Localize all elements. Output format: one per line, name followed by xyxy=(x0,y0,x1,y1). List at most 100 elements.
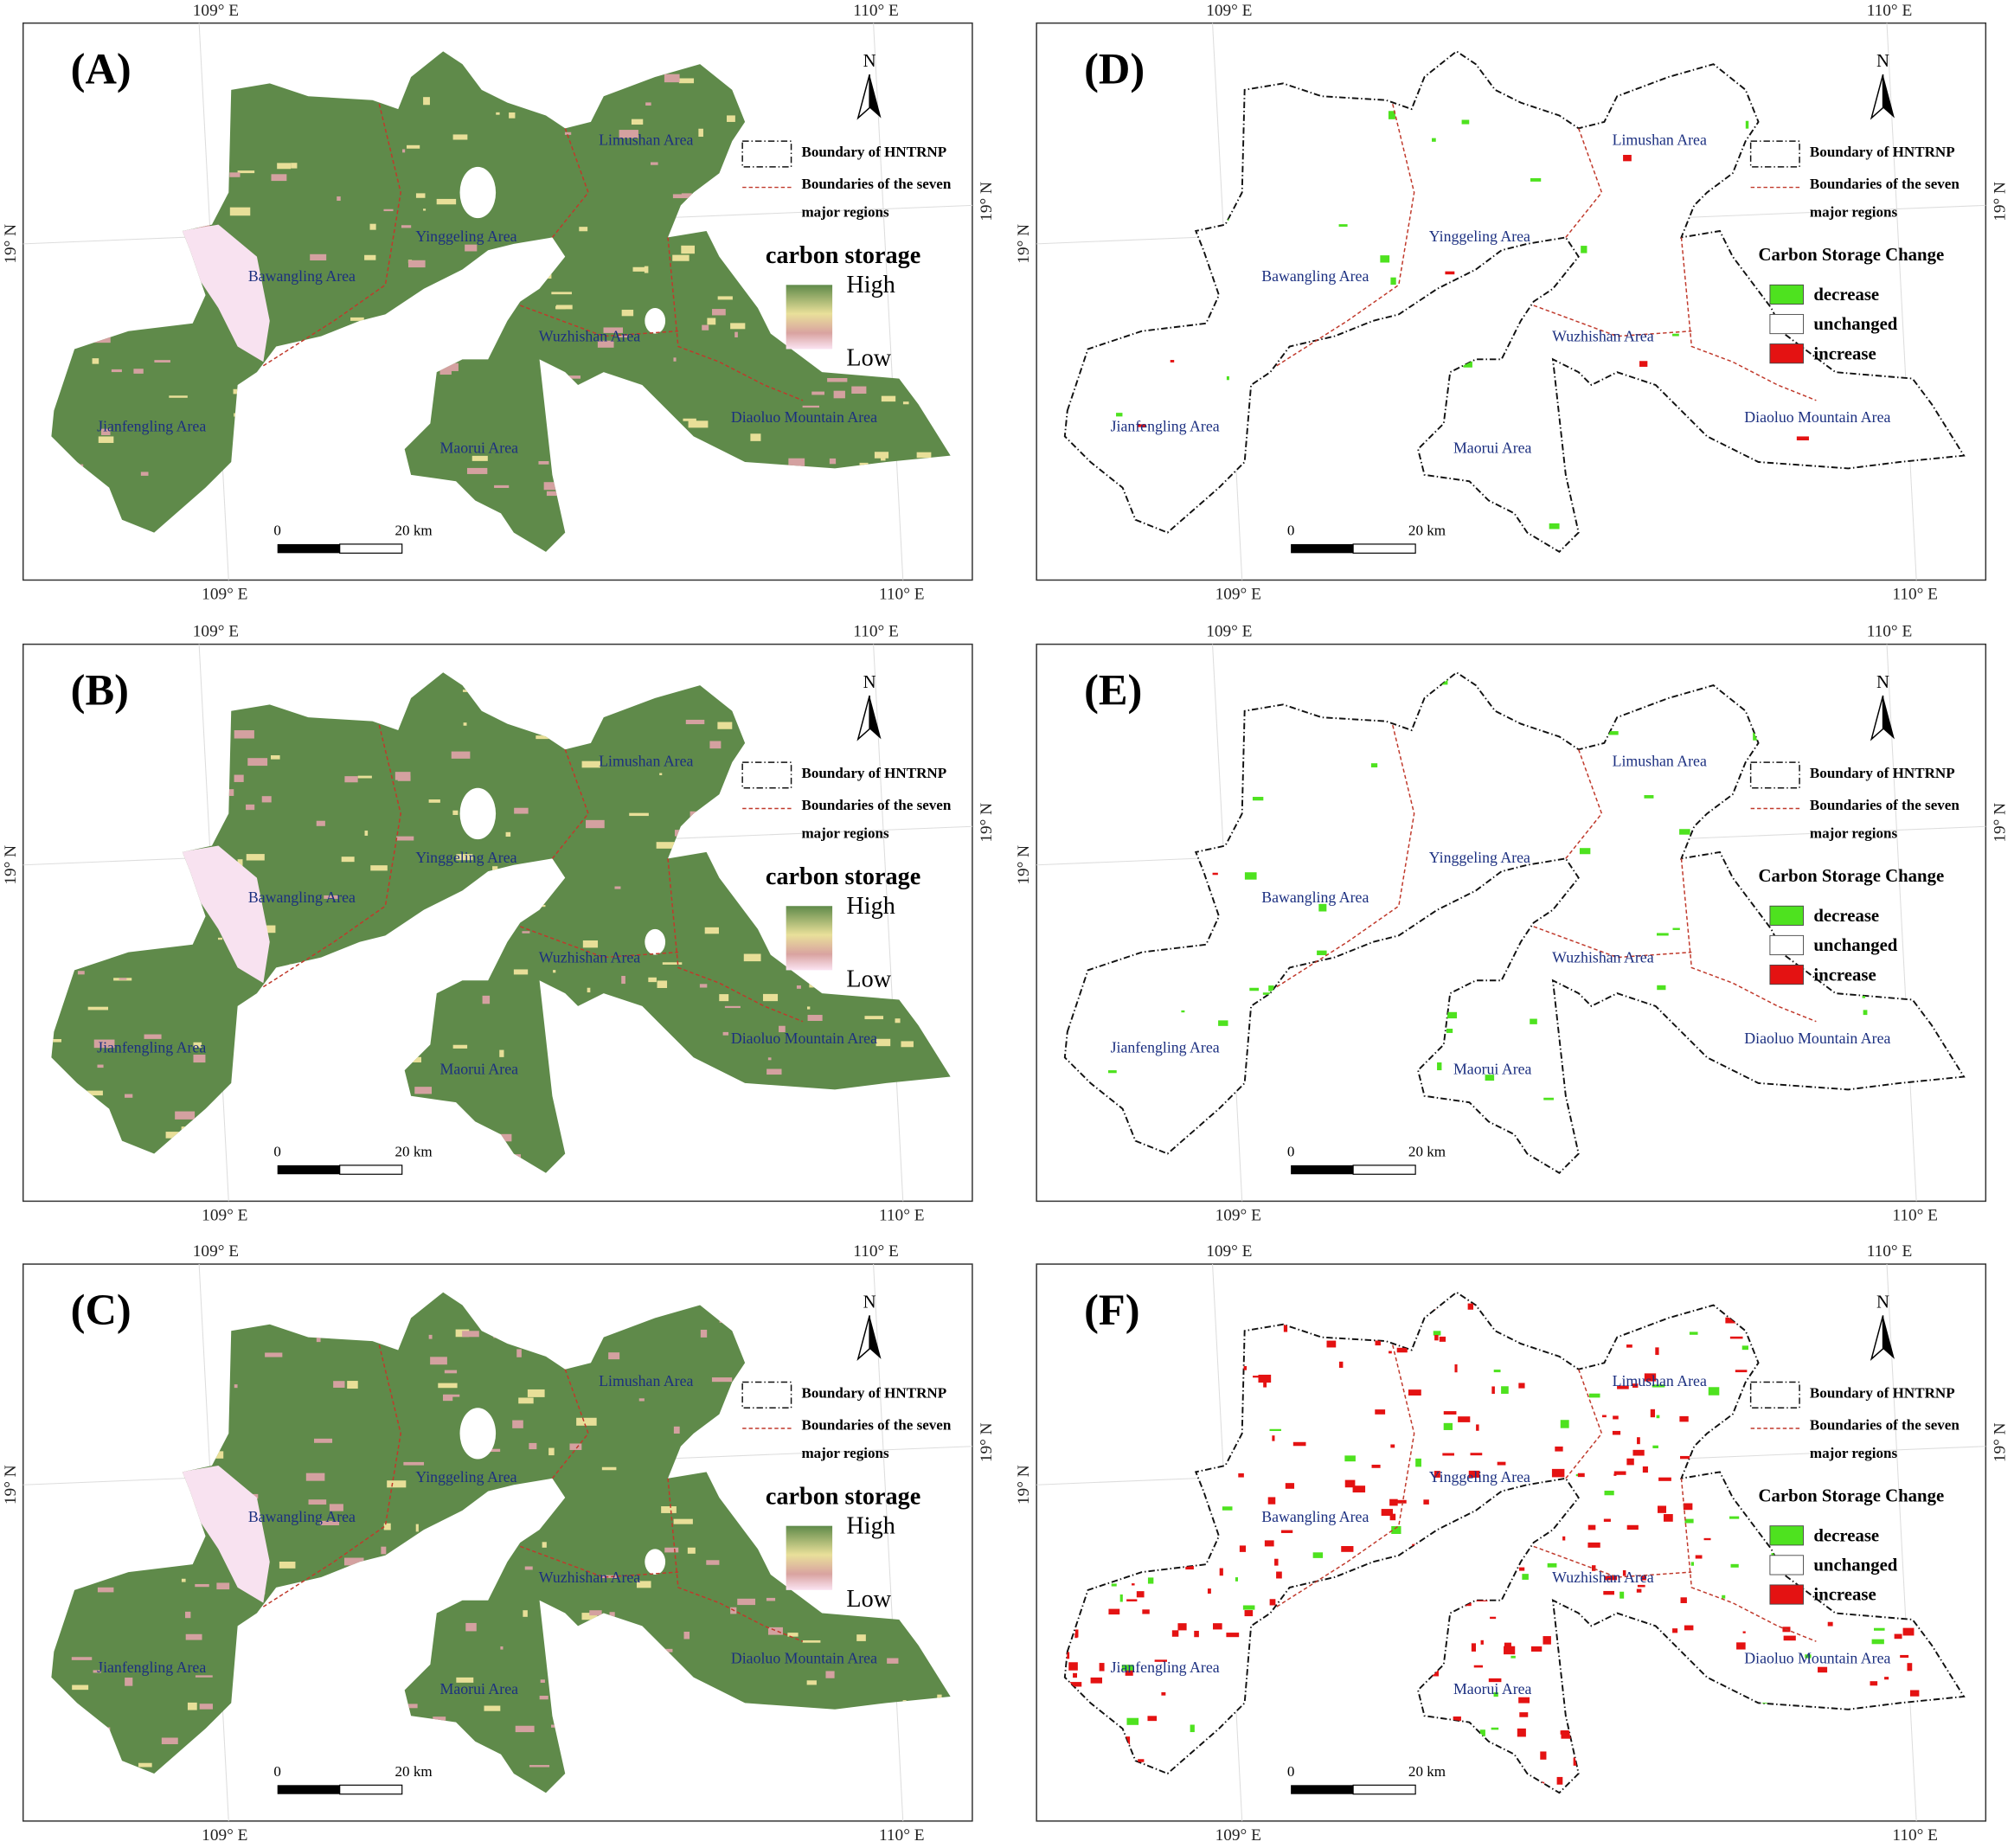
region-boundary xyxy=(1680,858,1817,1023)
legend-title: Carbon Storage Change xyxy=(1759,1486,1945,1506)
scale-label: 0 xyxy=(273,1143,281,1159)
patch xyxy=(415,193,426,198)
scale-label: 20 km xyxy=(1408,1143,1446,1159)
patch xyxy=(1900,1654,1909,1659)
lake xyxy=(459,1408,497,1460)
patch xyxy=(401,225,412,228)
north-label: N xyxy=(1876,1293,1889,1312)
patch xyxy=(1613,1471,1626,1475)
legend-gradient xyxy=(786,285,833,350)
patch xyxy=(1218,1020,1228,1026)
patch xyxy=(1317,950,1327,956)
legend-title: carbon storage xyxy=(766,1483,920,1510)
patch xyxy=(229,172,241,177)
patch xyxy=(1708,1387,1720,1396)
patch xyxy=(1395,1499,1407,1504)
patch xyxy=(743,953,761,962)
patch xyxy=(827,377,848,382)
area-label: Diaoluo Mountain Area xyxy=(1744,408,1890,426)
legend-text: Boundaries of the seven xyxy=(801,1416,951,1433)
patch xyxy=(1219,1568,1223,1576)
patch xyxy=(1444,1011,1458,1019)
patch xyxy=(1252,797,1264,801)
patch xyxy=(644,266,649,273)
patch xyxy=(403,1461,425,1466)
region-boundary xyxy=(551,749,589,859)
scale-label: 20 km xyxy=(395,1143,433,1159)
patch xyxy=(1375,1409,1386,1415)
patch xyxy=(1069,1682,1082,1687)
area-label: Wuzhishan Area xyxy=(1552,1569,1654,1586)
patch xyxy=(1637,1584,1645,1588)
patch xyxy=(1587,1542,1600,1548)
area-label: Maorui Area xyxy=(440,1680,519,1697)
area-label: Maorui Area xyxy=(440,440,519,457)
region-boundary xyxy=(262,1343,401,1607)
patch xyxy=(1471,1643,1477,1652)
patch xyxy=(1540,1751,1547,1760)
patch xyxy=(1138,1759,1145,1762)
patch xyxy=(629,812,649,817)
patch xyxy=(1493,1691,1498,1697)
region-boundary xyxy=(1565,749,1603,859)
area-label: Jianfengling Area xyxy=(1111,1659,1220,1676)
patch xyxy=(1556,1776,1563,1785)
patch xyxy=(1235,1577,1239,1582)
panel-label: (B) xyxy=(71,665,129,714)
patch xyxy=(265,1352,283,1357)
patch xyxy=(402,149,406,153)
patch xyxy=(1467,1303,1474,1310)
patch xyxy=(1871,1639,1884,1645)
patch xyxy=(439,369,452,375)
north-arrow xyxy=(1883,1315,1895,1359)
patch xyxy=(1461,119,1470,125)
patch xyxy=(1226,1633,1240,1638)
patch xyxy=(681,245,696,254)
patch xyxy=(1344,1455,1356,1462)
patch xyxy=(316,820,325,826)
lake xyxy=(645,1549,666,1575)
patch xyxy=(77,971,85,975)
region-boundary xyxy=(551,128,589,238)
patch xyxy=(133,369,144,374)
patch xyxy=(806,1006,811,1010)
patch xyxy=(1591,1565,1596,1571)
patch xyxy=(111,369,122,373)
patch xyxy=(1126,1599,1138,1601)
patch xyxy=(546,491,565,497)
patch xyxy=(864,1016,884,1020)
patch xyxy=(1902,1627,1915,1636)
patch xyxy=(1658,1477,1671,1481)
patch xyxy=(1491,1386,1495,1395)
patch xyxy=(1390,277,1396,286)
patch xyxy=(1458,1416,1471,1422)
patch xyxy=(216,1582,230,1590)
patch xyxy=(1657,933,1669,936)
patch xyxy=(237,170,255,174)
patch xyxy=(92,358,99,364)
patch xyxy=(632,266,645,272)
patch xyxy=(1612,1430,1621,1435)
patch xyxy=(711,1377,733,1383)
patch xyxy=(1510,1655,1516,1659)
north-arrow xyxy=(869,695,882,740)
patch xyxy=(439,363,459,371)
legend-text: increase xyxy=(1813,965,1876,985)
patch xyxy=(802,405,820,408)
park-area xyxy=(1063,50,1966,554)
region-boundary xyxy=(667,858,804,1023)
patch xyxy=(1181,1010,1185,1013)
patch xyxy=(664,74,680,83)
lon-label: 109° E xyxy=(1206,623,1252,641)
patch xyxy=(482,995,491,1004)
patch xyxy=(1111,1583,1117,1587)
patch xyxy=(603,327,623,333)
patch xyxy=(724,1005,741,1009)
patch xyxy=(1473,1665,1483,1668)
patch xyxy=(185,1611,191,1619)
area-label: Wuzhishan Area xyxy=(1552,949,1654,966)
patch xyxy=(621,975,625,985)
north-label: N xyxy=(863,51,876,71)
patch xyxy=(1434,1334,1439,1341)
patch xyxy=(234,774,244,782)
